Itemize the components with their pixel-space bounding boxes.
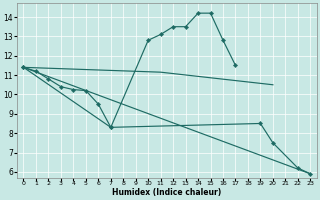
X-axis label: Humidex (Indice chaleur): Humidex (Indice chaleur) <box>112 188 221 197</box>
